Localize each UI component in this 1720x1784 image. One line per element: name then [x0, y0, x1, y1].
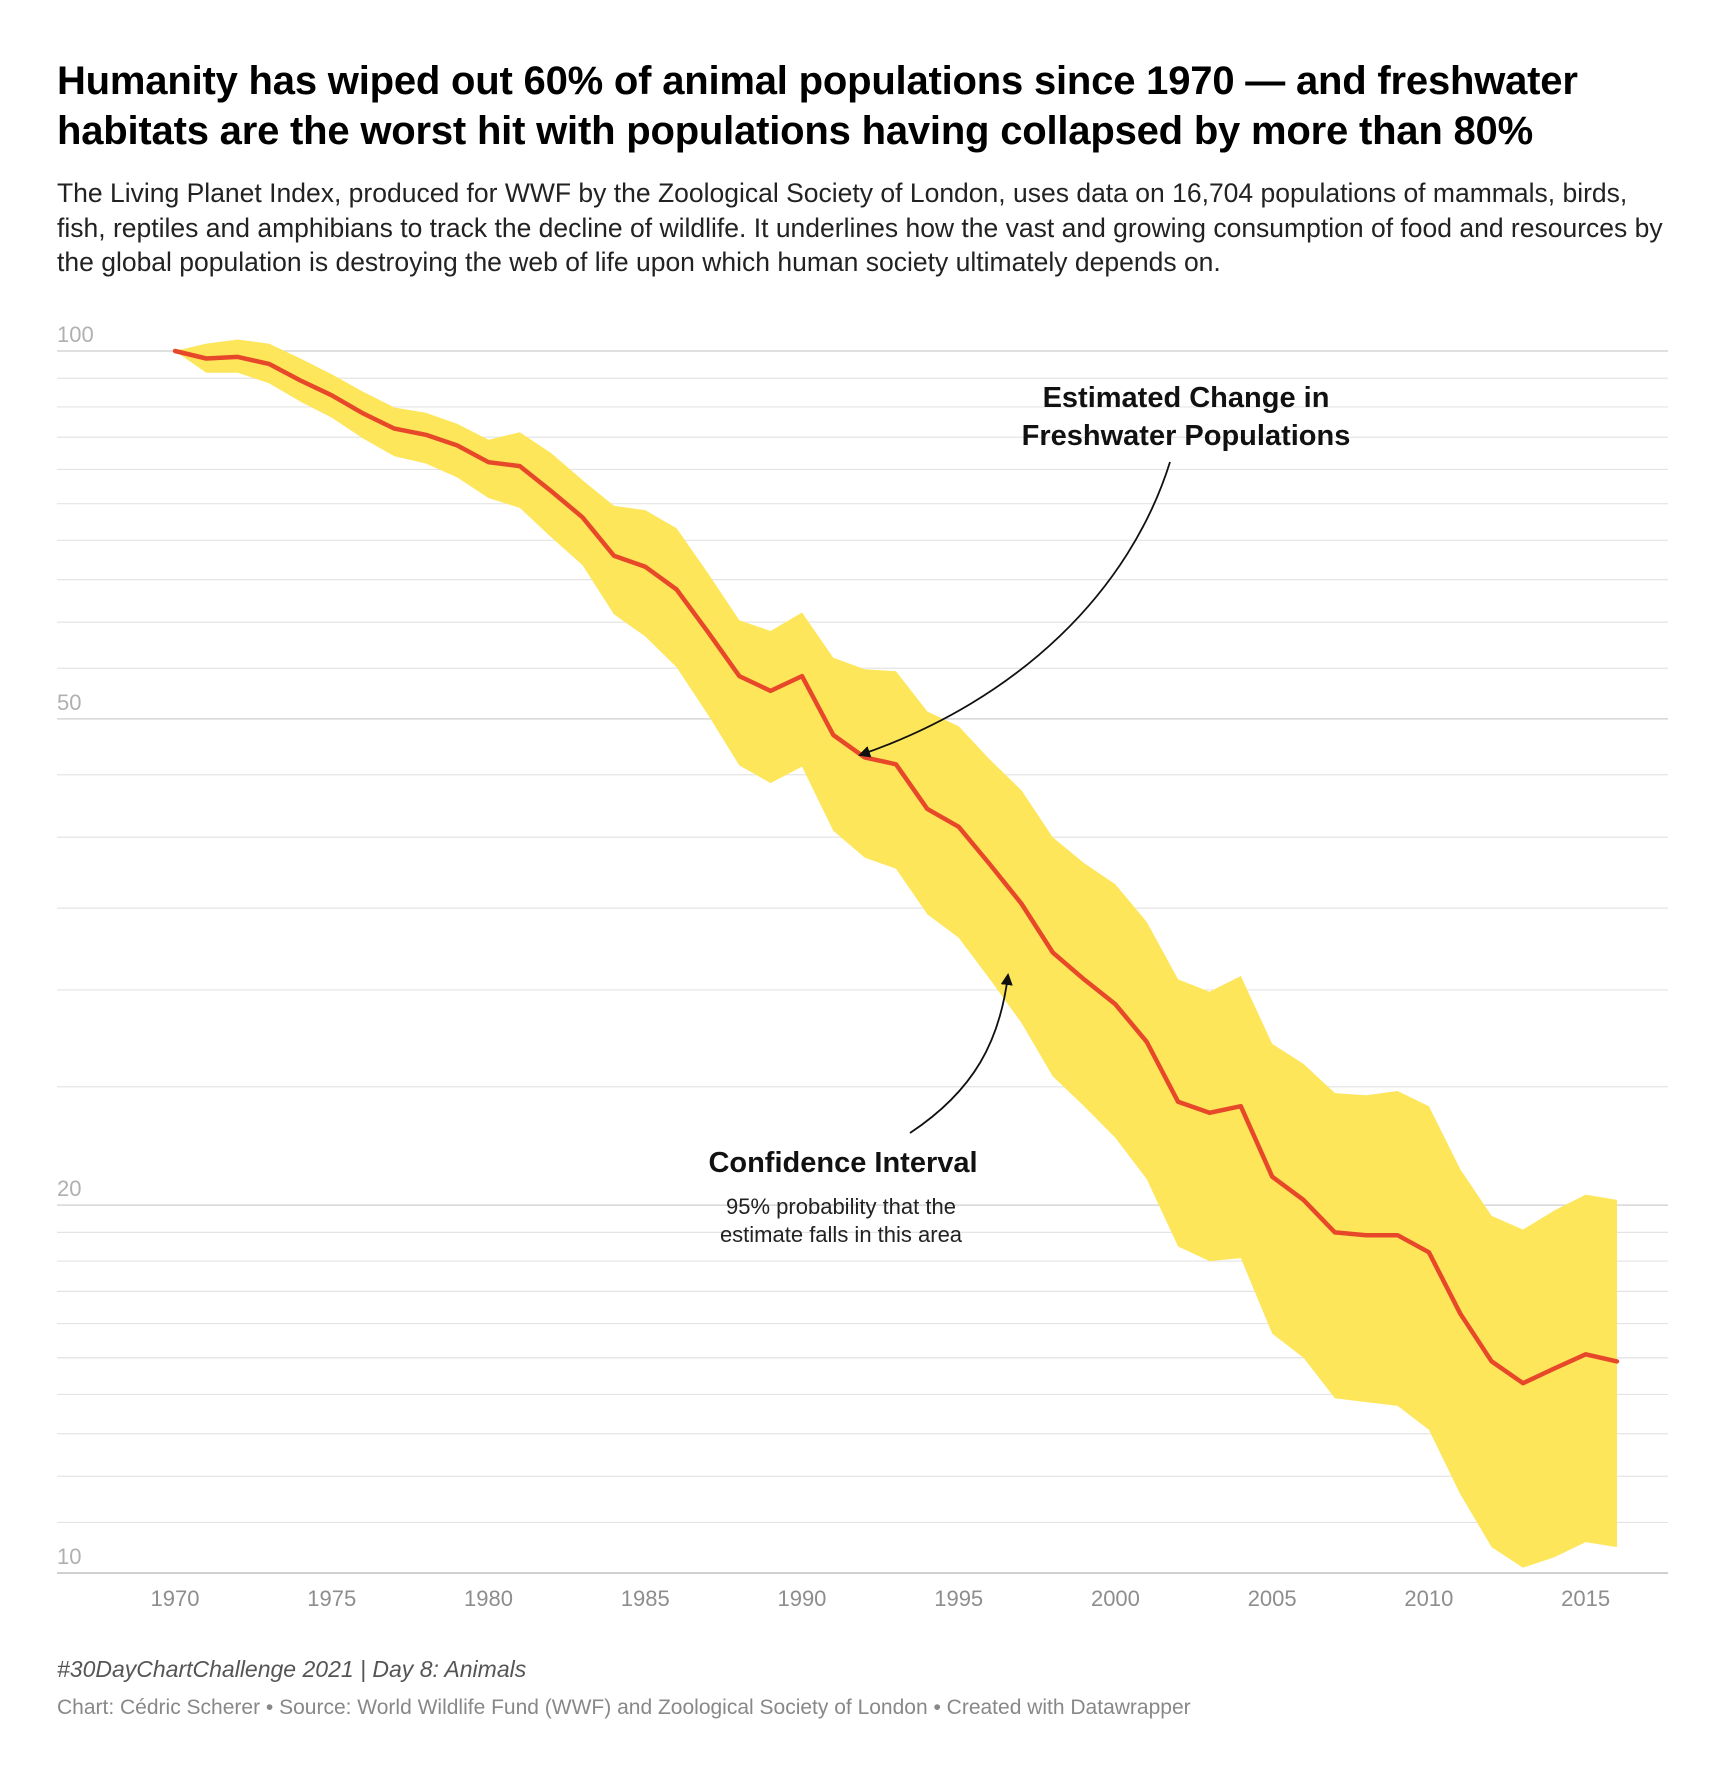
chart-subtitle: The Living Planet Index, produced for WW…: [57, 178, 1663, 277]
x-tick-label: 1985: [621, 1586, 670, 1611]
footer-credit: Chart: Cédric Scherer • Source: World Wi…: [57, 1696, 1191, 1719]
x-tick-label: 2015: [1561, 1586, 1610, 1611]
x-tick-label: 2010: [1404, 1586, 1453, 1611]
annotation-estimate-arrow: [858, 461, 1171, 758]
annotation-estimate-title-line1: Estimated Change in: [1043, 382, 1330, 414]
confidence-interval-band: [175, 339, 1617, 1568]
annotation-ci-line2: estimate falls in this area: [720, 1222, 963, 1247]
x-tick-label: 1975: [307, 1586, 356, 1611]
estimate-line: [172, 348, 1620, 1386]
x-axis-labels: 1970 1975 1980 1985 1990 1995 2000 2005 2010 2015: [151, 1586, 1611, 1611]
footer-note: #30DayChartChallenge 2021 | Day 8: Anima…: [57, 1656, 527, 1682]
annotation-ci-arrow: [909, 973, 1013, 1134]
x-tick-label: 2000: [1091, 1586, 1140, 1611]
x-tick-label: 1970: [151, 1586, 200, 1611]
chart-title: Humanity has wiped out 60% of animal pop…: [57, 59, 1578, 153]
x-tick-label: 2005: [1248, 1586, 1297, 1611]
y-tick-label: 20: [57, 1176, 81, 1201]
y-tick-label: 100: [57, 322, 94, 347]
y-axis-labels: 100 50 20 10: [57, 322, 94, 1569]
annotation-ci-line1: 95% probability that the: [726, 1194, 956, 1219]
x-tick-label: 1990: [777, 1586, 826, 1611]
x-tick-label: 1995: [934, 1586, 983, 1611]
y-tick-label: 50: [57, 690, 81, 715]
annotation-estimate-title-line2: Freshwater Populations: [1022, 420, 1351, 452]
y-tick-label: 10: [57, 1544, 81, 1569]
x-tick-label: 1980: [464, 1586, 513, 1611]
annotation-ci-title: Confidence Interval: [708, 1147, 977, 1179]
